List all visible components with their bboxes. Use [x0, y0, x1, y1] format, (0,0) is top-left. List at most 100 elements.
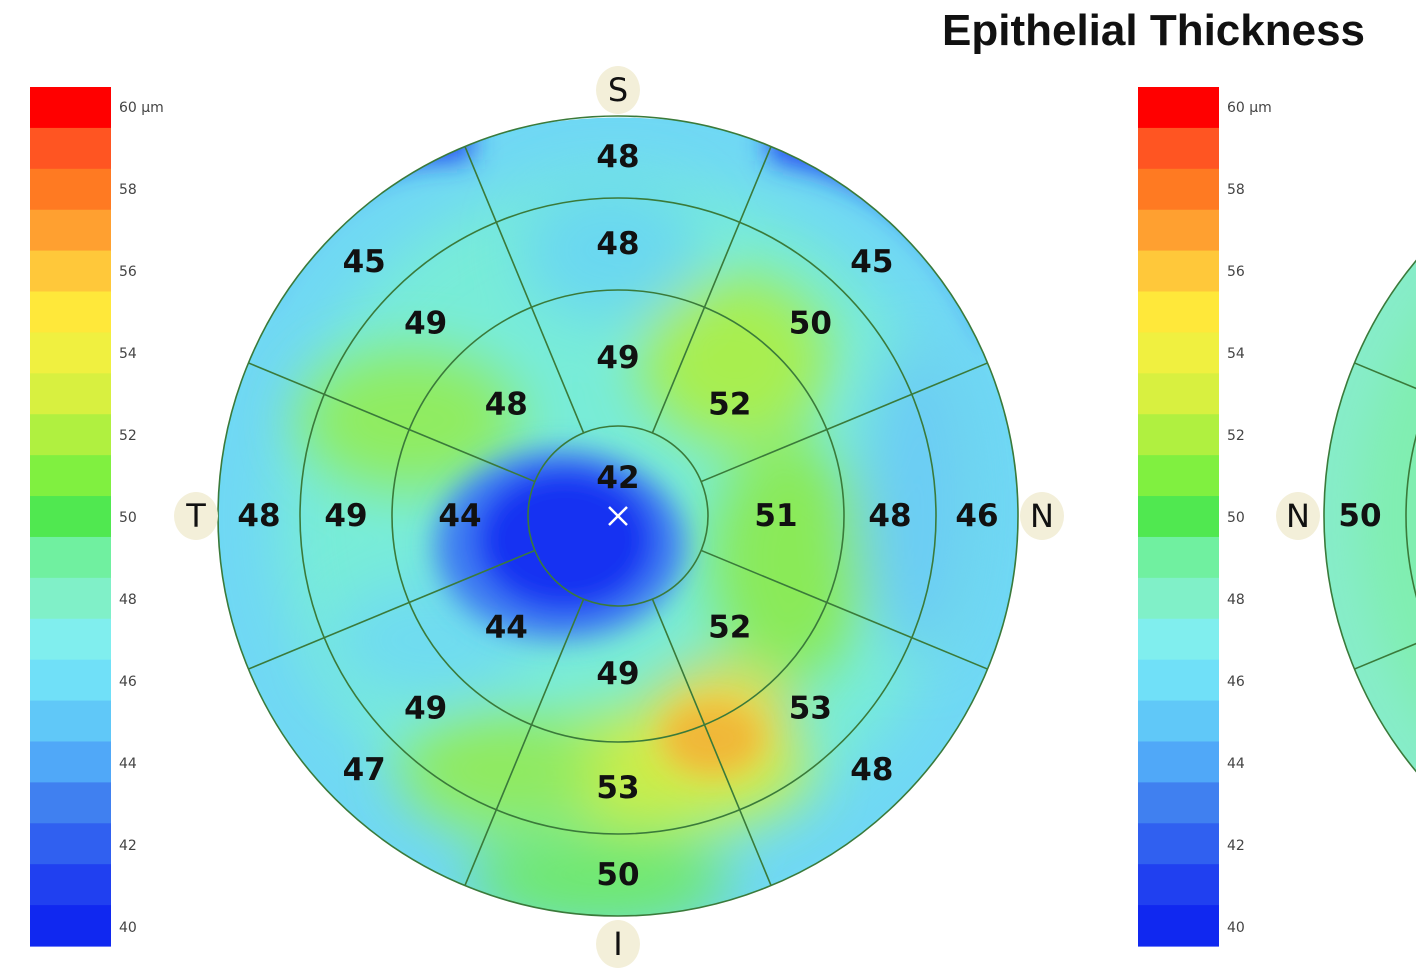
- color-scale-right-swatch-9: [1138, 455, 1219, 497]
- zone-value-midperipheral-superior-temporal: 49: [404, 306, 447, 342]
- color-scale-right-tick-label: 46: [1227, 674, 1245, 690]
- color-scale-right-swatch-17: [1138, 782, 1219, 824]
- color-scale-left-swatch-15: [30, 700, 111, 743]
- orientation-nasal-label-left-eye-badge: [1276, 492, 1320, 540]
- zone-value-peripheral-nasal: 46: [955, 498, 998, 534]
- color-scale-left-swatch-14: [30, 659, 111, 702]
- zone-value-paracentral-superior-temporal: 48: [485, 386, 528, 422]
- color-scale-right-swatch-15: [1138, 700, 1219, 743]
- color-scale-right-swatch-8: [1138, 414, 1219, 456]
- zone-grid-left-eye-ring-3: [1323, 259, 1416, 773]
- color-scale-right-swatch-6: [1138, 332, 1219, 374]
- zone-value-central: 42: [596, 460, 639, 496]
- color-scale-left-tick-label: 46: [119, 674, 137, 690]
- zone-value-paracentral-nasal: 51: [754, 498, 797, 534]
- color-scale-right-swatch-12: [1138, 577, 1219, 620]
- color-scale-right-swatch-4: [1138, 250, 1219, 293]
- color-scale-left-swatch-20: [30, 905, 111, 947]
- zone-value-midperipheral-superior-nasal: 50: [789, 306, 832, 342]
- color-scale-left-tick-label: 58: [119, 182, 137, 198]
- orientation-nasal-label-left-eye: N: [1286, 497, 1310, 535]
- zone-value-peripheral-inferior-nasal: 48: [850, 752, 893, 788]
- zone-values: 42 49 52 51 52 49 44 44 48 48 50 48 53 53 49 49 49 48 45 46…: [237, 139, 998, 893]
- zone-grid-left-eye-ring-2: [1405, 433, 1416, 599]
- color-scale-right-tick-label: 48: [1227, 592, 1245, 608]
- color-scale-right-swatch-1: [1138, 127, 1219, 170]
- color-scale-left-swatch-9: [30, 455, 111, 497]
- color-scale-left-tick-label: 56: [119, 264, 137, 280]
- color-scale-right-swatch-16: [1138, 741, 1219, 783]
- color-scale-left-swatch-7: [30, 373, 111, 415]
- zone-grid-left-eye-sector-divider: [1354, 362, 1416, 390]
- color-scale-left: [30, 87, 111, 947]
- zone-value-left-eye-peripheral-nasal: 50: [1338, 498, 1381, 534]
- zone-value-paracentral-inferior-nasal: 52: [708, 610, 751, 646]
- color-scale-right-swatch-3: [1138, 209, 1219, 252]
- color-scale-right-swatch-18: [1138, 823, 1219, 865]
- color-scale-right-swatch-0: [1138, 87, 1219, 129]
- orientation-inferior-label-badge: [596, 920, 640, 968]
- color-scale-left-tick-label: 54: [119, 346, 137, 362]
- zone-value-peripheral-superior-temporal: 45: [343, 244, 386, 280]
- zone-value-paracentral-superior: 49: [596, 340, 639, 376]
- zone-value-paracentral-inferior: 49: [596, 656, 639, 692]
- color-scale-left-swatch-18: [30, 823, 111, 865]
- zone-grid-ring-1: [391, 289, 845, 743]
- zone-grid-sector-divider: [700, 362, 988, 483]
- color-scale-right-tick-label: 42: [1227, 838, 1245, 854]
- color-scale-left-tick-label: 44: [119, 756, 137, 772]
- orientation-superior-label: S: [608, 71, 628, 109]
- zone-grid-sector-divider: [651, 598, 772, 886]
- zone-grid: [217, 115, 1019, 917]
- color-scale-left-swatch-8: [30, 414, 111, 456]
- orientation-nasal-label: N: [1030, 497, 1054, 535]
- orientation-labels-left-eye: N: [1276, 492, 1320, 540]
- zone-value-midperipheral-inferior: 53: [596, 770, 639, 806]
- color-scale-left-swatch-5: [30, 291, 111, 334]
- color-scale-left-swatch-1: [30, 127, 111, 170]
- zone-value-peripheral-inferior: 50: [596, 857, 639, 893]
- zone-value-paracentral-superior-nasal: 52: [708, 386, 751, 422]
- zone-values-left-eye: 50: [1338, 498, 1381, 534]
- color-scale-right-tick-label: 54: [1227, 346, 1245, 362]
- color-scale-left-tick-label: 50: [119, 510, 137, 526]
- zone-grid-sector-divider: [464, 598, 585, 886]
- color-scale-left-swatch-10: [30, 496, 111, 538]
- color-scale-left-swatch-17: [30, 782, 111, 824]
- zone-value-peripheral-superior: 48: [596, 139, 639, 175]
- zone-value-peripheral-inferior-temporal: 47: [343, 752, 386, 788]
- color-scale-left-swatch-4: [30, 250, 111, 293]
- color-scale-left-tick-label: 60 µm: [119, 100, 164, 116]
- zone-grid-sector-divider: [700, 549, 988, 670]
- color-scale-right-swatch-7: [1138, 373, 1219, 415]
- color-scale-right-swatch-10: [1138, 496, 1219, 538]
- chart-title: Epithelial Thickness: [942, 6, 1366, 55]
- color-scale-left-swatch-6: [30, 332, 111, 374]
- color-scale-left-tick-label: 48: [119, 592, 137, 608]
- orientation-temporal-label-badge: [174, 492, 218, 540]
- color-scale-left-tick-label: 40: [119, 920, 137, 936]
- color-scale-right-tick-label: 58: [1227, 182, 1245, 198]
- color-scale-left-swatch-3: [30, 209, 111, 252]
- color-scale-right-tick-label: 50: [1227, 510, 1245, 526]
- zone-grid-ring-0: [527, 425, 709, 607]
- thickness-map-right-eye: SIT N 42495251524944444848504853534949494…: [174, 66, 1064, 968]
- orientation-temporal-label: T: [185, 497, 206, 535]
- zone-value-midperipheral-temporal: 49: [324, 498, 367, 534]
- zone-grid-ring-2: [299, 197, 937, 835]
- zone-value-peripheral-temporal: 48: [237, 498, 280, 534]
- color-scale-right-tick-label: 52: [1227, 428, 1245, 444]
- color-scale-right-swatch-13: [1138, 618, 1219, 661]
- color-scale-left-swatch-16: [30, 741, 111, 783]
- color-scale-left-swatch-0: [30, 87, 111, 129]
- color-scale-right-tick-label: 40: [1227, 920, 1245, 936]
- zone-grid-sector-divider: [248, 362, 536, 483]
- zone-grid-sector-divider: [651, 146, 772, 434]
- color-scale-left-swatch-2: [30, 168, 111, 211]
- orientation-labels: S I T N: [174, 66, 1064, 968]
- orientation-inferior-label: I: [613, 925, 622, 963]
- color-scale-left-tick-label: 42: [119, 838, 137, 854]
- orientation-superior-label-badge: [596, 66, 640, 114]
- zone-value-midperipheral-inferior-nasal: 53: [789, 690, 832, 726]
